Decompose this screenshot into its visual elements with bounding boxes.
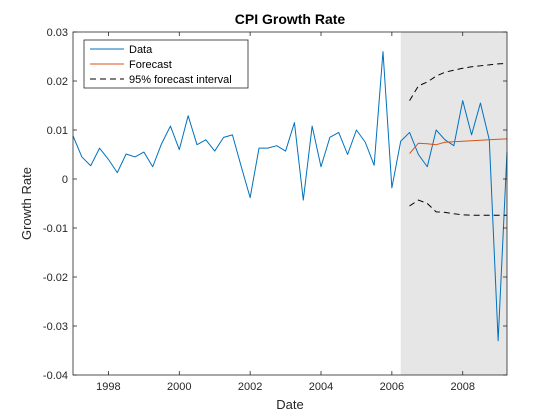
y-tick-label: 0 xyxy=(62,174,68,186)
y-tick-label: -0.01 xyxy=(43,223,68,235)
x-axis-label: Date xyxy=(276,397,303,412)
y-tick-label: -0.02 xyxy=(43,272,68,284)
x-tick-label: 1998 xyxy=(96,381,120,393)
y-tick-label: 0.01 xyxy=(47,125,68,137)
series-line-upper-interval xyxy=(409,62,508,101)
x-tick-label: 2004 xyxy=(309,381,333,393)
series-layer xyxy=(72,51,508,342)
y-axis-label: Growth Rate xyxy=(19,167,34,240)
y-tick-label: -0.04 xyxy=(43,370,68,382)
plot-frame xyxy=(72,31,508,376)
y-tick-label: 0.03 xyxy=(47,27,68,39)
y-tick-label: 0.02 xyxy=(47,76,68,88)
forecast-region-shading xyxy=(400,32,507,375)
legend: Data Forecast 95% forecast interval xyxy=(83,39,249,89)
series-line-data xyxy=(72,51,508,342)
ticks-layer: 1998 2000 2002 2004 2006 2008 -0.04 -0.03 -0.02 -… xyxy=(43,27,507,393)
x-tick-label: 2008 xyxy=(450,381,474,393)
legend-entry-forecast: Forecast xyxy=(129,59,172,71)
series-line-lower-interval xyxy=(409,199,507,216)
legend-entry-forecast-interval: 95% forecast interval xyxy=(129,74,232,86)
series-line-forecast xyxy=(409,138,508,154)
x-tick-label: 2000 xyxy=(167,381,191,393)
chart-title: CPI Growth Rate xyxy=(235,11,346,27)
x-tick-label: 2002 xyxy=(238,381,262,393)
x-tick-label: 2006 xyxy=(380,381,404,393)
legend-entry-data: Data xyxy=(129,44,153,56)
y-tick-label: -0.03 xyxy=(43,321,68,333)
